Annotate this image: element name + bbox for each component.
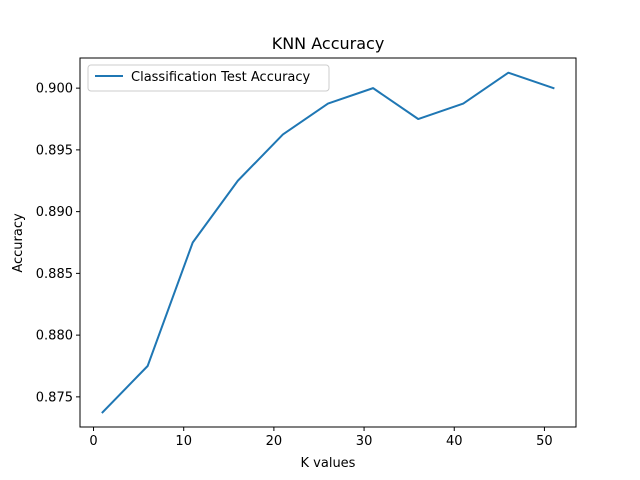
x-axis-ticks: 0 10 20 30 40 50 <box>89 427 553 449</box>
plot-frame <box>79 57 577 428</box>
x-tick-label: 30 <box>356 434 373 449</box>
y-tick-label: 0.895 <box>36 143 73 158</box>
y-axis-label: Accuracy <box>11 213 26 273</box>
y-tick-label: 0.885 <box>36 267 73 282</box>
x-axis-label: K values <box>301 456 356 471</box>
series-layer <box>101 71 555 414</box>
y-tick-label: 0.890 <box>36 205 73 220</box>
chart-title: KNN Accuracy <box>272 34 385 53</box>
legend: Classification Test Accuracy <box>87 64 330 92</box>
x-tick-label: 50 <box>536 434 553 449</box>
x-tick-label: 40 <box>446 434 463 449</box>
y-tick-label: 0.880 <box>36 329 73 344</box>
x-tick-label: 0 <box>89 434 97 449</box>
x-tick-label: 10 <box>175 434 192 449</box>
y-axis-ticks: 0.875 0.880 0.885 0.890 0.895 0.900 <box>36 82 80 405</box>
legend-box <box>87 64 330 92</box>
y-tick-label: 0.875 <box>36 390 73 405</box>
x-tick-label: 20 <box>266 434 283 449</box>
y-tick-label: 0.900 <box>36 82 73 97</box>
series-line-0 <box>101 71 555 414</box>
legend-label: Classification Test Accuracy <box>131 70 311 85</box>
